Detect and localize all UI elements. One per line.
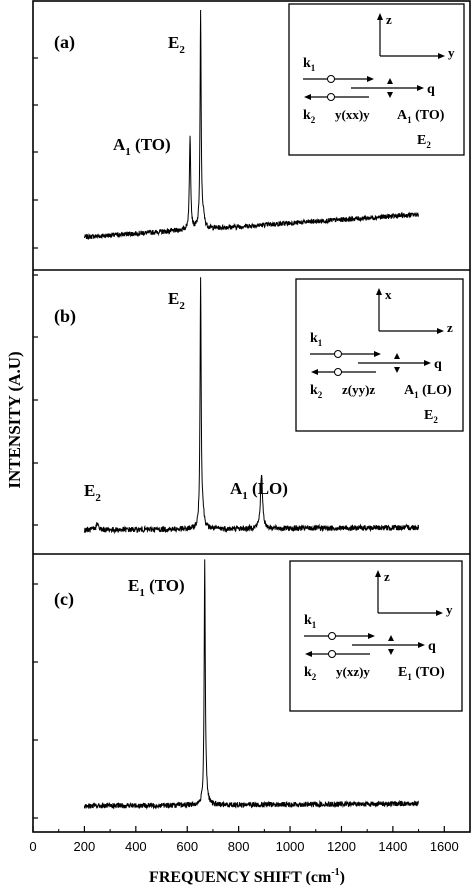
q-label: q (434, 357, 442, 372)
spectra-layer (83, 9, 420, 810)
peak-annotation-3-1: E1 (TO) (128, 576, 185, 599)
k2-arrowhead (311, 369, 318, 375)
q-arrowhead (424, 360, 431, 366)
peak-annotation-2-2: A1 (LO) (230, 479, 288, 502)
polarization-marker-k1 (334, 350, 342, 358)
scattering-geometry: z(yy)z (342, 382, 375, 397)
inset-3: z y k1 k2 q y(xz)y E1 (TO) (289, 560, 463, 712)
axis-up-label: x (385, 287, 392, 302)
panel-label-1: (a) (54, 32, 75, 53)
q-arrowhead (417, 85, 424, 91)
axis-up-arrowhead (377, 13, 383, 20)
y-axis-label: INTENSITY (A.U) (5, 351, 24, 488)
k1-arrowhead (368, 633, 375, 639)
axis-up-label: z (384, 569, 390, 584)
inset-mode-1: A1 (TO) (397, 108, 445, 125)
x-tick-label-8: 1400 (378, 839, 407, 854)
inset-mode-1: A1 (LO) (404, 383, 452, 400)
x-axis-label: FREQUENCY SHIFT (cm-1) (149, 867, 345, 886)
k2-label: k2 (304, 665, 317, 682)
axis-up-label: z (386, 12, 392, 27)
inset-layer: z y k1 k2 q y(xx)y A1 (TO) E2 x z k1 k2 q z(yy)z A1 (L… (288, 3, 465, 712)
inset-mode-2: E2 (424, 408, 438, 425)
inset-mode-2: E2 (417, 133, 431, 150)
polarization-marker-k2 (327, 93, 335, 101)
polarization-marker-k1 (328, 632, 336, 640)
inset-1: z y k1 k2 q y(xx)y A1 (TO) E2 (288, 3, 465, 156)
inset-2: x z k1 k2 q z(yy)z A1 (LO) E2 (295, 278, 464, 432)
axis-right-arrowhead (437, 328, 444, 334)
axis-right-label: y (446, 602, 453, 617)
plot-frame (32, 0, 471, 833)
annotation-layer: (a) E2 A1 (TO) (b) E2 A1 (LO) E2 (c) E1 (TO) (54, 32, 288, 610)
spectrum-line-1 (83, 9, 420, 241)
x-tick-label-3: 400 (125, 839, 147, 854)
k2-arrowhead (305, 651, 312, 657)
x-tick-label-9: 1600 (430, 839, 459, 854)
panel-label-3: (c) (54, 589, 74, 610)
displacement-marker (387, 78, 393, 98)
x-tick-label-2: 200 (74, 839, 96, 854)
q-arrowhead (418, 642, 425, 648)
k2-arrowhead (304, 94, 311, 100)
peak-annotation-1-1: E2 (168, 33, 185, 56)
spectrum-line-2 (83, 277, 420, 535)
q-label: q (428, 639, 436, 654)
spectrum-line-3 (83, 559, 419, 810)
polarization-marker-k1 (327, 75, 335, 83)
inset-mode-1: E1 (TO) (398, 665, 445, 682)
polarization-marker-k2 (334, 368, 342, 376)
displacement-marker (394, 353, 400, 373)
panel-label-2: (b) (54, 306, 76, 327)
peak-annotation-2-3: E2 (84, 481, 101, 504)
k2-label: k2 (310, 383, 323, 400)
axis-up-arrowhead (376, 288, 382, 295)
axis-right-label: y (448, 45, 455, 60)
x-tick-label-1: 0 (29, 839, 36, 854)
peak-annotation-1-2: A1 (TO) (113, 135, 171, 158)
displacement-marker (388, 635, 394, 655)
k1-label: k1 (304, 613, 317, 630)
scattering-geometry: y(xx)y (335, 107, 370, 122)
axis-right-arrowhead (436, 610, 443, 616)
q-label: q (427, 82, 435, 97)
k1-arrowhead (367, 76, 374, 82)
k1-arrowhead (374, 351, 381, 357)
axis-ticks: 0 200 400 600 800 1000 1200 1400 1600 (29, 57, 459, 854)
axis-right-arrowhead (438, 53, 445, 59)
x-tick-label-6: 1000 (276, 839, 305, 854)
scattering-geometry: y(xz)y (336, 664, 370, 679)
k1-label: k1 (303, 56, 316, 73)
x-tick-label-4: 600 (176, 839, 198, 854)
polarization-marker-k2 (328, 650, 336, 658)
axis-up-arrowhead (375, 570, 381, 577)
k1-label: k1 (310, 331, 323, 348)
x-tick-label-7: 1200 (327, 839, 356, 854)
k2-label: k2 (303, 108, 316, 125)
axis-right-label: z (447, 320, 453, 335)
peak-annotation-2-1: E2 (168, 289, 185, 312)
x-tick-label-5: 800 (228, 839, 250, 854)
